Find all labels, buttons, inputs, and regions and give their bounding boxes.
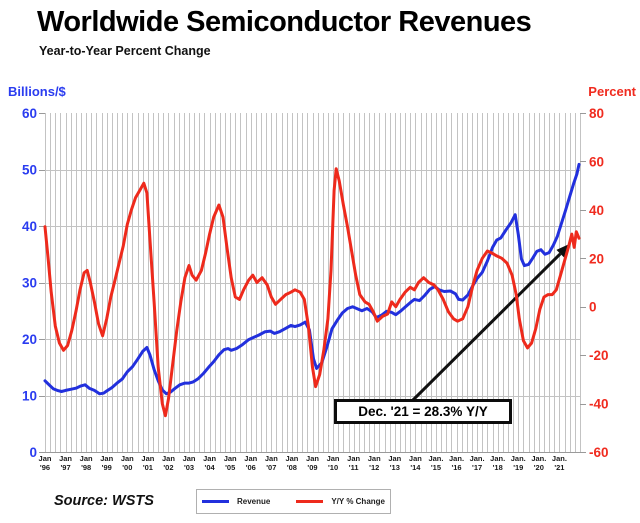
- svg-text:Jan: Jan: [327, 454, 340, 463]
- svg-text:'04: '04: [205, 463, 216, 472]
- svg-text:'06: '06: [246, 463, 256, 472]
- svg-text:0: 0: [589, 300, 597, 315]
- legend-swatch-yoy-change: [296, 500, 324, 503]
- svg-text:30: 30: [22, 276, 37, 291]
- svg-text:'98: '98: [81, 463, 91, 472]
- svg-text:0: 0: [29, 445, 37, 460]
- svg-text:'19: '19: [513, 463, 523, 472]
- svg-text:20: 20: [589, 251, 604, 266]
- svg-text:Jan.: Jan.: [470, 454, 485, 463]
- svg-text:Jan: Jan: [368, 454, 381, 463]
- svg-text:'09: '09: [307, 463, 317, 472]
- svg-text:40: 40: [22, 219, 37, 234]
- svg-text:Jan: Jan: [183, 454, 196, 463]
- svg-text:Jan: Jan: [244, 454, 257, 463]
- svg-text:50: 50: [22, 163, 37, 178]
- legend-label-revenue: Revenue: [236, 497, 271, 506]
- annotation-callout: Dec. '21 = 28.3% Y/Y: [334, 399, 512, 424]
- page-title: Worldwide Semiconductor Revenues: [37, 6, 532, 38]
- page-subtitle: Year-to-Year Percent Change: [39, 44, 211, 58]
- svg-text:'15: '15: [431, 463, 441, 472]
- svg-text:'02: '02: [163, 463, 173, 472]
- svg-text:'97: '97: [61, 463, 71, 472]
- svg-text:80: 80: [589, 106, 604, 121]
- svg-text:20: 20: [22, 332, 37, 347]
- svg-text:'00: '00: [122, 463, 132, 472]
- svg-text:'05: '05: [225, 463, 235, 472]
- svg-text:'20: '20: [534, 463, 544, 472]
- svg-text:Jan: Jan: [224, 454, 237, 463]
- svg-text:'03: '03: [184, 463, 194, 472]
- source-note: Source: WSTS: [54, 493, 154, 509]
- svg-text:-40: -40: [589, 397, 609, 412]
- svg-text:Jan: Jan: [409, 454, 422, 463]
- legend: Revenue Y/Y % Change: [196, 489, 391, 514]
- svg-text:-60: -60: [589, 445, 609, 460]
- svg-text:Jan: Jan: [39, 454, 52, 463]
- svg-text:Jan.: Jan.: [511, 454, 526, 463]
- svg-text:-20: -20: [589, 348, 609, 363]
- svg-text:Jan.: Jan.: [531, 454, 546, 463]
- svg-text:Jan: Jan: [162, 454, 175, 463]
- svg-text:Jan: Jan: [265, 454, 278, 463]
- svg-text:'18: '18: [493, 463, 503, 472]
- svg-text:'99: '99: [102, 463, 112, 472]
- svg-text:Jan: Jan: [388, 454, 401, 463]
- svg-text:Jan.: Jan.: [552, 454, 567, 463]
- svg-text:'08: '08: [287, 463, 297, 472]
- svg-text:'16: '16: [451, 463, 461, 472]
- svg-text:Jan.: Jan.: [490, 454, 505, 463]
- svg-text:Jan: Jan: [347, 454, 360, 463]
- svg-text:'17: '17: [472, 463, 482, 472]
- svg-text:Jan: Jan: [100, 454, 113, 463]
- svg-text:Jan: Jan: [141, 454, 154, 463]
- svg-text:60: 60: [589, 154, 604, 169]
- svg-text:60: 60: [22, 106, 37, 121]
- svg-text:'96: '96: [40, 463, 50, 472]
- left-axis-title: Billions/$: [8, 84, 66, 99]
- svg-text:'01: '01: [143, 463, 153, 472]
- svg-text:'07: '07: [266, 463, 276, 472]
- svg-text:Jan: Jan: [59, 454, 72, 463]
- svg-text:Jan: Jan: [306, 454, 319, 463]
- svg-text:'21: '21: [554, 463, 564, 472]
- right-axis-title: Percent: [588, 84, 636, 99]
- svg-text:Jan: Jan: [285, 454, 298, 463]
- svg-text:Jan.: Jan.: [428, 454, 443, 463]
- svg-text:10: 10: [22, 389, 37, 404]
- svg-text:'12: '12: [369, 463, 379, 472]
- svg-text:'13: '13: [390, 463, 400, 472]
- svg-text:Jan: Jan: [121, 454, 134, 463]
- legend-label-yoy-change: Y/Y % Change: [331, 497, 385, 506]
- svg-text:Jan: Jan: [80, 454, 93, 463]
- svg-text:40: 40: [589, 203, 604, 218]
- svg-text:Jan.: Jan.: [449, 454, 464, 463]
- svg-text:'11: '11: [349, 463, 359, 472]
- legend-swatch-revenue: [201, 500, 229, 503]
- svg-text:'14: '14: [410, 463, 421, 472]
- svg-text:Jan: Jan: [203, 454, 216, 463]
- svg-text:'10: '10: [328, 463, 338, 472]
